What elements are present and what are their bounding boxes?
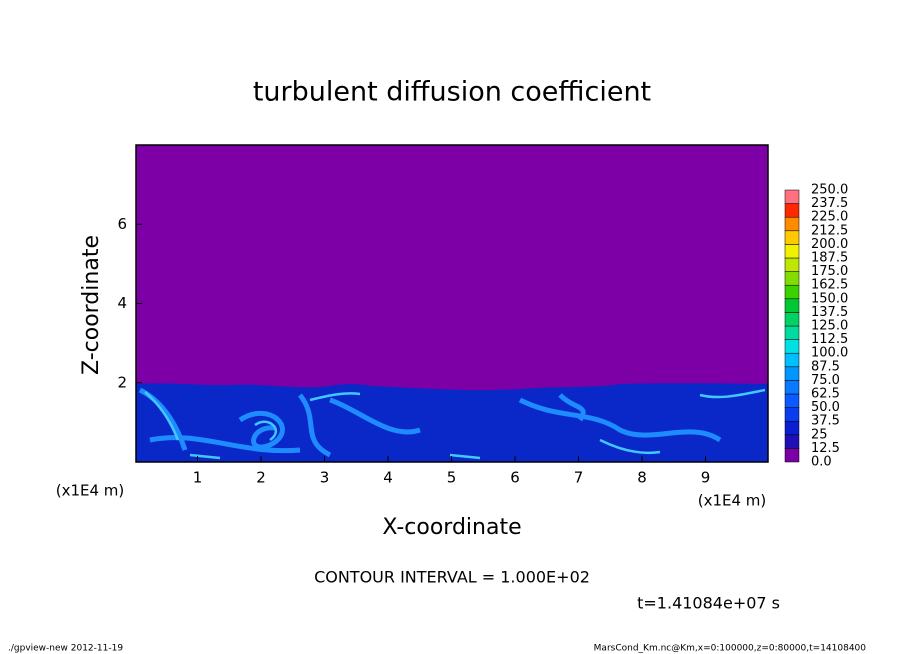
colorbar-bin bbox=[784, 203, 800, 218]
colorbar-bin bbox=[784, 339, 800, 354]
colorbar-label: 37.5 bbox=[811, 414, 840, 429]
colorbar-bin bbox=[784, 325, 800, 340]
colorbar-bin bbox=[784, 420, 800, 436]
colorbar-label: 25 bbox=[811, 427, 828, 442]
colorbar-bin bbox=[784, 448, 800, 463]
x-tick-label: 7 bbox=[574, 469, 584, 487]
colorbar-label: 112.5 bbox=[811, 332, 848, 347]
x-tick-label: 9 bbox=[701, 469, 711, 487]
footer-right: MarsCond_Km.nc@Km,x=0:100000,z=0:80000,t… bbox=[594, 644, 867, 654]
time-label: t=1.41084e+07 s bbox=[637, 594, 780, 613]
colorbar-label: 125.0 bbox=[811, 319, 848, 334]
colorbar-bin bbox=[784, 352, 800, 368]
y-unit: (x1E4 m) bbox=[698, 492, 767, 510]
colorbar-label: 87.5 bbox=[811, 359, 840, 374]
x-tick-label: 2 bbox=[256, 469, 266, 487]
colorbar-label: 237.5 bbox=[811, 196, 848, 211]
colorbar-label: 162.5 bbox=[811, 278, 848, 293]
colorbar-bin bbox=[784, 216, 800, 232]
x-tick-label: 8 bbox=[637, 469, 647, 487]
y-tick-label: 4 bbox=[117, 294, 127, 312]
colorbar-label: 100.0 bbox=[811, 346, 848, 361]
colorbar-label: 250.0 bbox=[811, 183, 848, 198]
colorbar-label: 187.5 bbox=[811, 251, 848, 266]
colorbar-label: 0.0 bbox=[811, 455, 832, 470]
colorbar-bin bbox=[784, 298, 800, 313]
colorbar-bin bbox=[784, 271, 800, 286]
colorbar-label: 200.0 bbox=[811, 237, 848, 252]
colorbar-label: 75.0 bbox=[811, 373, 840, 388]
colorbar-label: 212.5 bbox=[811, 223, 848, 238]
colorbar-bin bbox=[784, 257, 800, 272]
chart-title: turbulent diffusion coefficient bbox=[253, 77, 651, 108]
x-unit: (x1E4 m) bbox=[56, 482, 125, 500]
colorbar-bin bbox=[784, 380, 800, 395]
x-tick-label: 4 bbox=[383, 469, 393, 487]
colorbar-label: 175.0 bbox=[811, 264, 848, 279]
contour-interval: CONTOUR INTERVAL = 1.000E+02 bbox=[314, 568, 590, 587]
colorbar-bin bbox=[784, 284, 800, 300]
x-tick-label: 1 bbox=[193, 469, 203, 487]
colorbar-bin bbox=[784, 230, 800, 245]
colorbar-bin bbox=[784, 244, 800, 259]
x-tick-label: 5 bbox=[447, 469, 457, 487]
colorbar-bin bbox=[784, 407, 800, 422]
x-tick-label: 6 bbox=[510, 469, 520, 487]
colorbar-label: 50.0 bbox=[811, 400, 840, 415]
colorbar-bin bbox=[784, 393, 800, 408]
colorbar-label: 137.5 bbox=[811, 305, 848, 320]
colorbar-bin bbox=[784, 434, 800, 449]
colorbar-bin bbox=[784, 366, 800, 381]
colorbar-label: 225.0 bbox=[811, 210, 848, 225]
colorbar-label: 62.5 bbox=[811, 387, 840, 402]
colorbar-bin bbox=[784, 189, 800, 204]
field bbox=[136, 383, 768, 462]
footer-left: ./gpview-new 2012-11-19 bbox=[8, 644, 123, 654]
colorbar-label: 12.5 bbox=[811, 441, 840, 456]
x-axis-label: X-coordinate bbox=[382, 515, 521, 540]
colorbar-label: 150.0 bbox=[811, 291, 848, 306]
y-tick-label: 2 bbox=[117, 373, 127, 391]
y-axis-label: Z-coordinate bbox=[79, 235, 104, 375]
y-tick-label: 6 bbox=[117, 215, 127, 233]
x-tick-label: 3 bbox=[320, 469, 330, 487]
colorbar-bin bbox=[784, 312, 800, 327]
